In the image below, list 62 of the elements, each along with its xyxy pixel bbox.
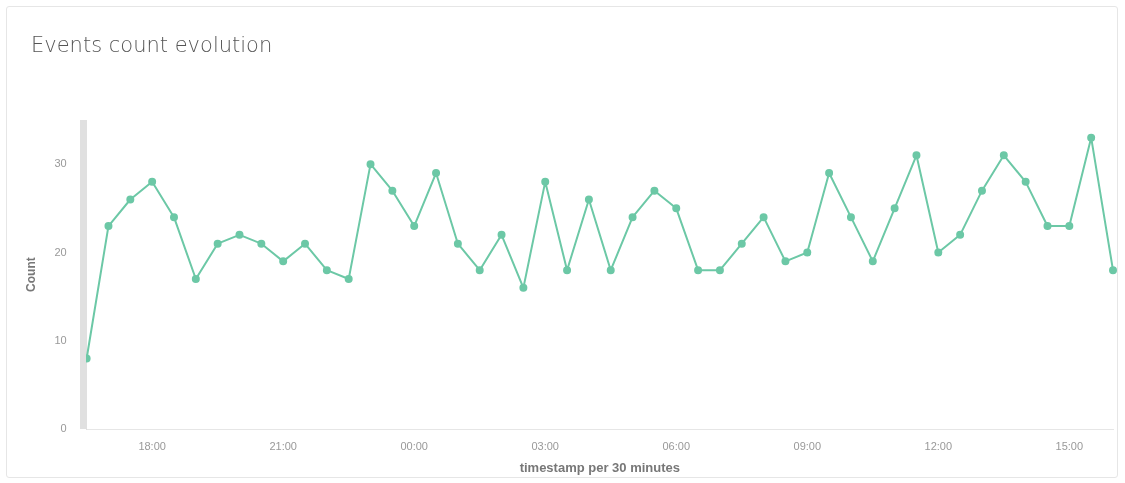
point: [432, 169, 441, 178]
point: [235, 230, 244, 239]
y-tick-label: 20: [54, 245, 67, 258]
point: [672, 204, 681, 213]
point: [410, 222, 419, 231]
point: [301, 239, 310, 248]
x-tick-label: 03:00: [531, 439, 559, 452]
point: [912, 151, 921, 160]
point: [104, 222, 113, 231]
point: [497, 230, 506, 239]
y-tick-label: 10: [54, 333, 67, 346]
point: [825, 169, 834, 178]
point: [366, 160, 375, 169]
point: [1109, 266, 1117, 275]
x-tick-label: 18:00: [138, 439, 166, 452]
point: [977, 186, 986, 195]
x-tick-label: 15:00: [1055, 439, 1084, 452]
x-tick-label: 12:00: [924, 439, 953, 452]
point: [475, 266, 484, 275]
y-tick-label: 0: [60, 422, 67, 435]
point: [934, 248, 943, 257]
x-axis-title: timestamp per 30 minutes: [519, 459, 681, 475]
y-tick-label: 30: [54, 157, 67, 170]
point: [322, 266, 331, 275]
point: [1065, 222, 1074, 231]
point: [1043, 222, 1052, 231]
point: [453, 239, 462, 248]
point: [126, 195, 135, 204]
x-tick-label: 09:00: [793, 439, 822, 452]
point: [890, 204, 899, 213]
point: [803, 248, 812, 257]
point: [279, 257, 288, 266]
point: [519, 283, 528, 292]
point: [169, 213, 178, 222]
point: [999, 151, 1008, 160]
point: [1021, 177, 1030, 186]
y-axis-title: Count: [23, 257, 38, 292]
point: [846, 213, 855, 222]
point: [148, 177, 157, 186]
point: [1087, 133, 1096, 142]
point: [191, 275, 200, 284]
point: [213, 239, 222, 248]
point: [563, 266, 572, 275]
x-tick-label: 06:00: [662, 439, 691, 452]
point: [715, 266, 724, 275]
chart-title: Events count evolution: [31, 33, 273, 57]
point: [737, 239, 746, 248]
point: [606, 266, 615, 275]
point: [868, 257, 877, 266]
point: [541, 177, 550, 186]
x-tick-label: 21:00: [269, 439, 297, 452]
point: [759, 213, 768, 222]
point: [694, 266, 703, 275]
point: [650, 186, 659, 195]
point: [257, 239, 266, 248]
x-tick-label: 00:00: [400, 439, 428, 452]
point: [956, 230, 965, 239]
point: [781, 257, 790, 266]
point: [584, 195, 593, 204]
point: [388, 186, 397, 195]
point: [628, 213, 637, 222]
point: [344, 275, 353, 284]
